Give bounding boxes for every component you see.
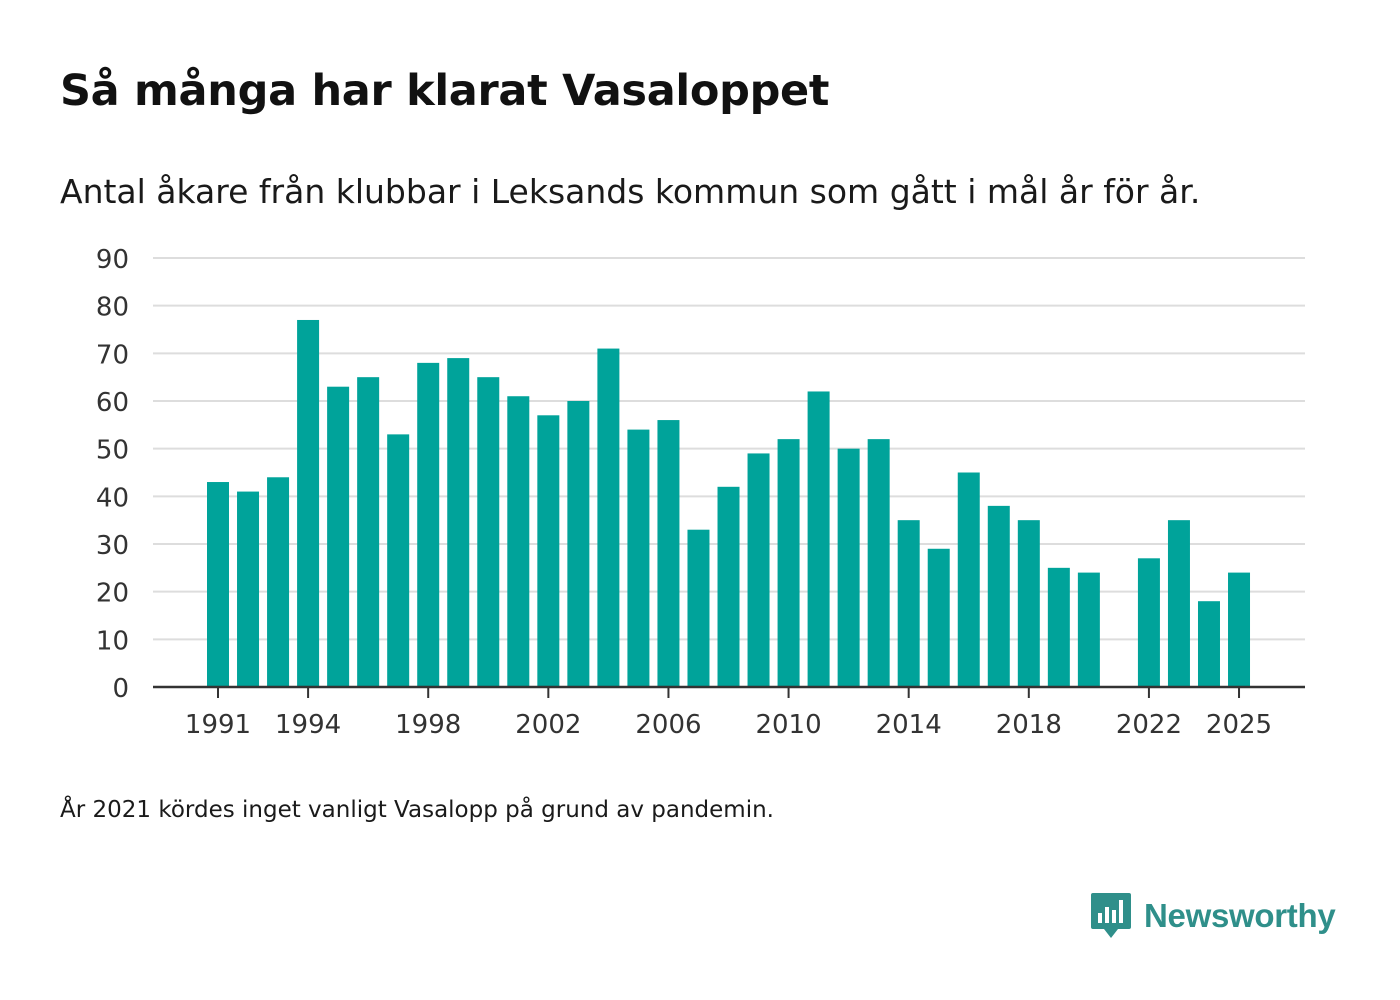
bar-chart: 0 10 20 30 40 50 60 70 80 90 1991 1994 1998 2002 2006… (96, 245, 1305, 740)
bar-2018 (1017, 520, 1040, 687)
bar-1995 (327, 386, 350, 687)
y-tick-label: 30 (96, 531, 129, 561)
y-tick-label: 80 (96, 293, 129, 323)
x-axis-ticks: 1991 1994 1998 2002 2006 2010 2014 2018 2022 2025 (185, 687, 1272, 740)
bar-2015 (927, 548, 950, 687)
x-tick-label: 2010 (755, 710, 821, 740)
x-tick-label: 2025 (1206, 710, 1272, 740)
bar-2010 (777, 439, 800, 687)
x-tick-label: 1994 (275, 710, 341, 740)
bar-1999 (447, 358, 470, 687)
y-tick-label: 40 (96, 483, 129, 513)
bar-1992 (237, 491, 260, 687)
bar-2024 (1197, 601, 1220, 687)
bar-2003 (567, 401, 590, 687)
bar-2014 (897, 520, 920, 687)
bar-2020 (1077, 572, 1100, 687)
bar-2004 (597, 348, 620, 687)
y-tick-label: 0 (112, 674, 129, 704)
bar-2000 (477, 377, 500, 687)
bar-2025 (1228, 572, 1251, 687)
brand-logo: Newsworthy (1090, 890, 1336, 942)
x-tick-label: 2002 (515, 710, 581, 740)
chart-subtitle: Antal åkare från klubbar i Leksands komm… (60, 172, 1201, 211)
bar-1996 (357, 377, 380, 687)
bar-2011 (807, 391, 830, 687)
bar-2006 (657, 420, 680, 687)
bar-2022 (1137, 558, 1160, 687)
bar-1997 (387, 434, 410, 687)
y-axis-ticks: 0 10 20 30 40 50 60 70 80 90 (96, 245, 129, 704)
bar-2009 (747, 453, 770, 687)
bar-2007 (687, 529, 710, 687)
y-tick-label: 10 (96, 626, 129, 656)
y-tick-label: 50 (96, 436, 129, 466)
bar-2005 (627, 429, 650, 687)
x-tick-label: 2006 (635, 710, 701, 740)
bar-2013 (867, 439, 890, 687)
x-tick-label: 2014 (876, 710, 942, 740)
x-tick-label: 1991 (185, 710, 251, 740)
bar-2023 (1167, 520, 1190, 687)
bar-1993 (267, 477, 290, 687)
x-tick-label: 2018 (996, 710, 1062, 740)
x-tick-label: 1998 (395, 710, 461, 740)
footnote: År 2021 kördes inget vanligt Vasalopp på… (60, 797, 774, 823)
x-tick-label: 2022 (1116, 710, 1182, 740)
bar-2017 (987, 505, 1010, 687)
brand-name: Newsworthy (1144, 897, 1336, 934)
bar-2001 (507, 396, 530, 687)
newsworthy-logo-icon (1091, 893, 1131, 938)
bar-2002 (537, 415, 560, 687)
y-tick-label: 60 (96, 388, 129, 418)
y-tick-label: 90 (96, 245, 129, 275)
bar-2019 (1047, 567, 1070, 687)
bar-2016 (957, 472, 980, 687)
bar-2012 (837, 448, 860, 687)
chart-title: Så många har klarat Vasaloppet (60, 66, 830, 116)
bar-1991 (207, 482, 229, 687)
bar-2008 (717, 486, 740, 687)
y-tick-label: 70 (96, 340, 129, 370)
bar-1994 (297, 319, 320, 687)
bar-1998 (417, 362, 440, 687)
bars (207, 319, 1251, 687)
y-tick-label: 20 (96, 579, 129, 609)
